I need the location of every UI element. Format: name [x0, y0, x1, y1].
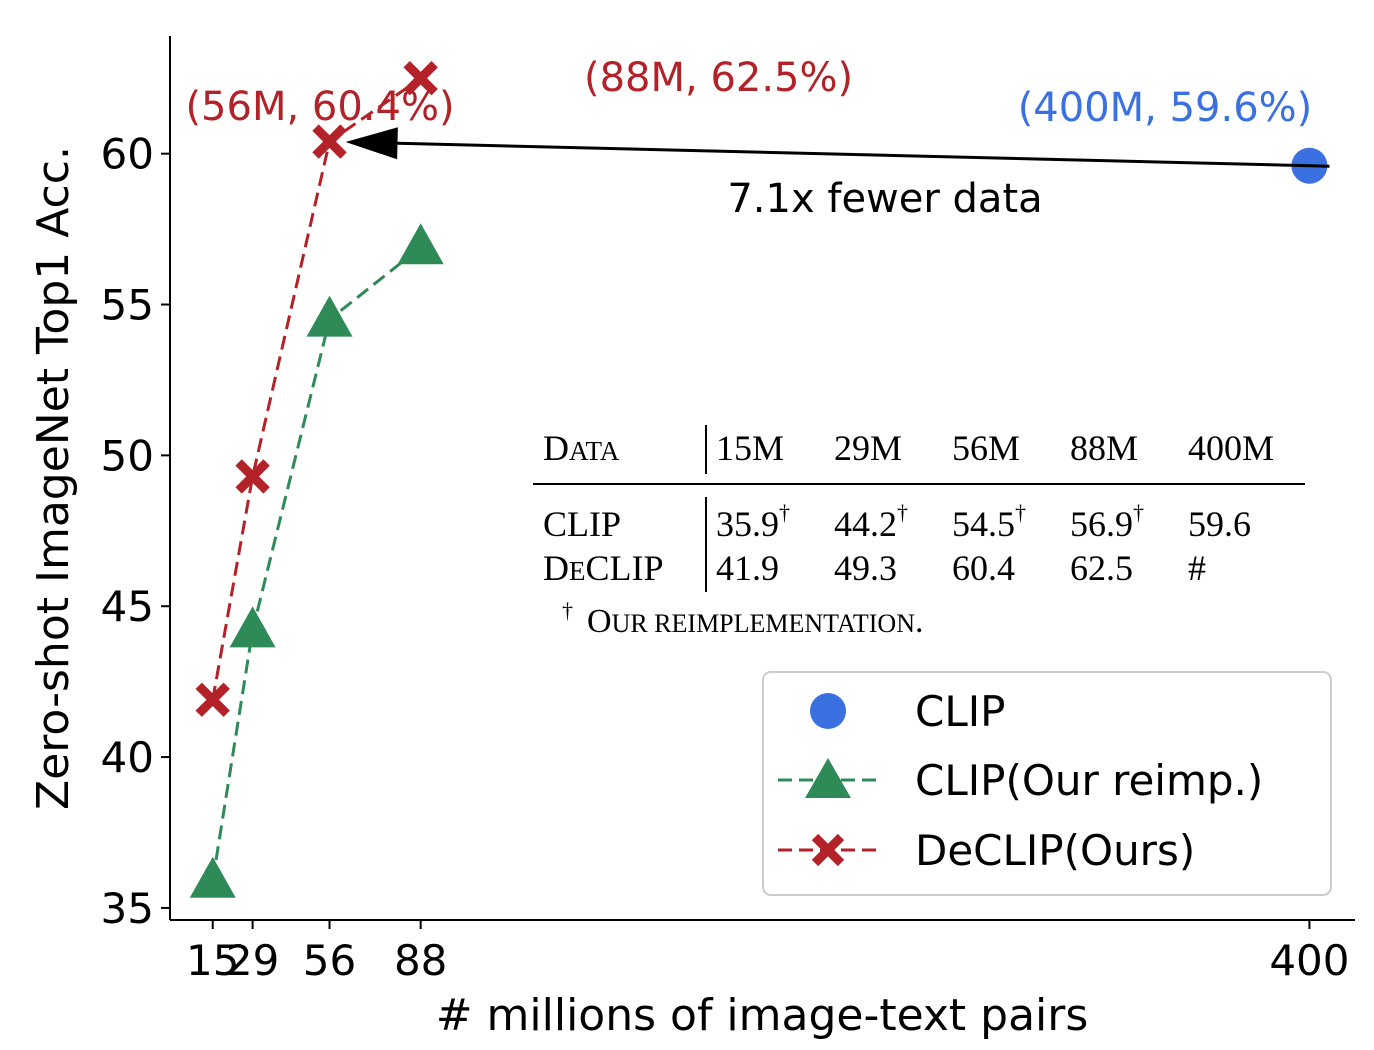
y-axis-label: Zero-shot ImageNet Top1 Acc.	[28, 146, 79, 810]
table-cell-declip-400m: #	[1188, 548, 1206, 588]
data-point-triangle	[306, 295, 353, 337]
table-header-data: DATA	[543, 428, 620, 468]
data-point-x-stroke	[403, 61, 438, 96]
data-point-x-stroke	[235, 459, 270, 494]
data-point-triangle	[229, 606, 276, 648]
series-line	[211, 246, 422, 882]
legend-frame	[762, 671, 1332, 896]
table-header-56m: 56M	[952, 428, 1020, 468]
x-tick-label: 29	[226, 936, 279, 985]
table-footnote: † OUR REIMPLEMENTATION.	[562, 598, 923, 640]
legend-marker-circle	[810, 693, 846, 729]
data-point-x	[312, 124, 347, 159]
table-header-15m: 15M	[716, 428, 784, 468]
series-line	[211, 77, 422, 701]
table-cell-declip-88m: 62.5	[1070, 548, 1133, 588]
legend-marker-triangle	[805, 758, 851, 798]
legend-entry-clip: CLIP	[810, 687, 1005, 736]
y-tick-label: 55	[101, 281, 154, 330]
legend-label-declip: DeCLIP(Ours)	[915, 826, 1195, 875]
series-layer	[189, 61, 1328, 898]
annotation-layer: (56M, 60.4%) (88M, 62.5%) (400M, 59.6%) 7.1…	[185, 55, 1330, 222]
y-tick-label: 45	[101, 582, 154, 631]
data-point-x-stroke	[312, 124, 347, 159]
y-tick-label: 40	[101, 733, 154, 782]
data-point-x	[403, 61, 438, 96]
x-tick-label: 15	[186, 936, 239, 985]
table-row-declip-label: DECLIP	[543, 548, 664, 588]
table-cell-clip-29m: 44.2†	[834, 500, 908, 544]
legend: CLIP CLIP(Our reimp.) DeCLIP(Ours)	[762, 671, 1332, 896]
annotation-400m: (400M, 59.6%)	[1018, 85, 1313, 131]
x-tick-label: 88	[394, 936, 447, 985]
legend-label-clip-reimp: CLIP(Our reimp.)	[915, 756, 1263, 805]
table-cell-declip-56m: 60.4	[952, 548, 1015, 588]
table-cell-clip-15m: 35.9†	[716, 500, 790, 544]
annotation-56m: (56M, 60.4%)	[185, 84, 454, 130]
table-cell-declip-29m: 49.3	[834, 548, 897, 588]
table-cell-clip-88m: 56.9†	[1070, 500, 1144, 544]
table-header-29m: 29M	[834, 428, 902, 468]
data-point-x	[195, 682, 230, 717]
data-point-triangle	[397, 223, 444, 265]
table-cell-declip-15m: 41.9	[716, 548, 779, 588]
table-cell-clip-56m: 54.5†	[952, 500, 1026, 544]
y-tick-label: 35	[101, 884, 154, 933]
arrow-head	[345, 127, 398, 160]
legend-entry-clip-reimp: CLIP(Our reimp.)	[778, 756, 1263, 805]
x-axis-label: # millions of image-text pairs	[436, 990, 1089, 1041]
annotation-88m: (88M, 62.5%)	[584, 55, 853, 101]
x-tick-label: 400	[1269, 936, 1349, 985]
arrow-shaft	[397, 141, 1330, 168]
data-point-x	[235, 459, 270, 494]
y-tick-label: 60	[101, 130, 154, 179]
data-point-x-stroke	[195, 682, 230, 717]
table-cell-clip-400m: 59.6	[1188, 504, 1251, 544]
y-tick-label: 50	[101, 431, 154, 480]
inset-table: DATA 15M 29M 56M 88M 400M CLIP 35.9† 44.…	[533, 425, 1305, 640]
legend-entry-declip: DeCLIP(Ours)	[778, 826, 1195, 875]
table-header-88m: 88M	[1070, 428, 1138, 468]
table-row-clip-label: CLIP	[543, 504, 621, 544]
legend-marker-x	[811, 833, 845, 867]
legend-label-clip: CLIP	[915, 687, 1005, 736]
x-tick-label: 56	[303, 936, 356, 985]
table-header-400m: 400M	[1188, 428, 1274, 468]
data-point-triangle	[189, 856, 236, 898]
annotation-fewer-data: 7.1x fewer data	[727, 176, 1042, 222]
